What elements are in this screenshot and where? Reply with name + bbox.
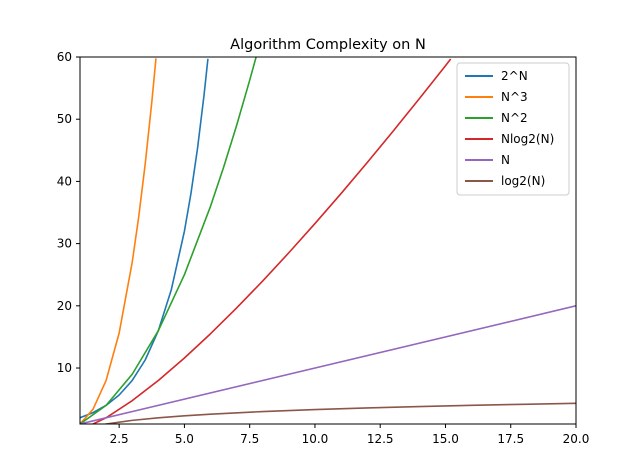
x-tick-label: 2.5 <box>110 432 129 446</box>
legend: 2^N N^3 N^2 Nlog2(N) Nlog2(N) <box>456 62 570 196</box>
y-axis: 10 20 30 40 50 60 <box>57 50 80 375</box>
x-tick-label: 10.0 <box>302 432 329 446</box>
x-tick-label: 15.0 <box>432 432 459 446</box>
x-tick-label: 20.0 <box>563 432 590 446</box>
legend-label-n: N <box>501 153 510 167</box>
series-layer <box>80 57 576 424</box>
x-tick-label: 17.5 <box>497 432 524 446</box>
series-line-n-3 <box>80 58 157 424</box>
series-line-n <box>80 305 576 424</box>
x-axis: 2.5 5.0 7.5 10.0 12.5 15.0 17.5 20.0 <box>110 424 590 446</box>
plot-frame <box>79 56 577 425</box>
series-line-n-2 <box>80 57 257 424</box>
y-tick-label: 20 <box>57 299 72 313</box>
y-tick-label: 30 <box>57 237 72 251</box>
y-tick-label: 40 <box>57 174 72 188</box>
x-tick-label: 5.0 <box>175 432 194 446</box>
y-tick-label: 60 <box>57 50 72 64</box>
series-line-log2-n <box>102 402 576 424</box>
legend-label-log2-n: log2(N) <box>501 174 545 188</box>
legend-label-n-3: N^3 <box>501 90 528 104</box>
x-tick-label: 12.5 <box>367 432 394 446</box>
legend-label-nlog2-n: Nlog2(N) <box>501 132 554 146</box>
legend-label-2-n: 2^N <box>501 69 528 83</box>
x-tick-label: 7.5 <box>240 432 259 446</box>
y-tick-label: 50 <box>57 112 72 126</box>
series-line-nlog2-n <box>91 58 452 424</box>
y-tick-label: 10 <box>57 361 72 375</box>
legend-label-n-2: N^2 <box>501 111 528 125</box>
series-line-2-n <box>80 58 209 419</box>
chart-title: Algorithm Complexity on N <box>230 37 426 53</box>
